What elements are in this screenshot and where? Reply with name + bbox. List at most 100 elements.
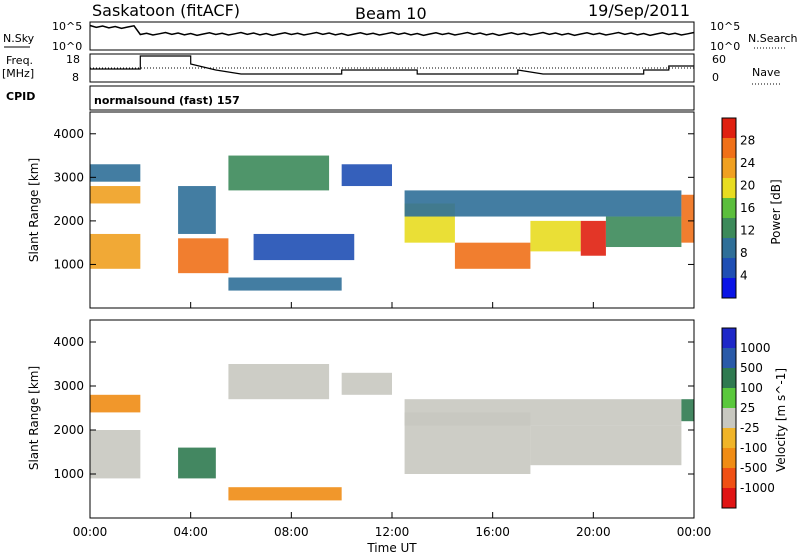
nsearch-tick-high: 10^5 bbox=[710, 20, 740, 33]
colorbar-tick-label: 8 bbox=[740, 246, 748, 260]
colorbar-segment bbox=[722, 258, 736, 278]
velocity-echo-region bbox=[228, 364, 330, 400]
freq-tick-low: 8 bbox=[72, 71, 79, 84]
power-echo-region bbox=[454, 242, 531, 269]
velocity-colorbar-label: Velocity [m s^-1] bbox=[774, 368, 788, 472]
nsky-tick-low: 10^0 bbox=[52, 40, 82, 53]
colorbar-segment bbox=[722, 468, 736, 488]
colorbar-segment bbox=[722, 138, 736, 158]
colorbar-tick-label: 100 bbox=[740, 381, 763, 395]
power-echo-region bbox=[228, 277, 342, 291]
colorbar-segment bbox=[722, 488, 736, 508]
colorbar-segment bbox=[722, 118, 736, 138]
beam-title: Beam 10 bbox=[355, 4, 427, 23]
axes-ticks: 1000 2000 3000 4000 1000 2000 3000 4000 00:00 04:… bbox=[53, 127, 711, 539]
colorbar-tick-label: -100 bbox=[740, 441, 767, 455]
y-tick-label: 2000 bbox=[53, 214, 84, 228]
x-tick-label: 20:00 bbox=[576, 525, 611, 539]
nsky-label: N.Sky bbox=[3, 32, 35, 45]
cpid-panel bbox=[89, 85, 695, 111]
colorbar-segment bbox=[722, 448, 736, 468]
colorbar-tick-label: -1000 bbox=[740, 481, 775, 495]
power-ylabel: Slant Range [km] bbox=[27, 158, 41, 262]
colorbar-tick-label: 16 bbox=[740, 201, 755, 215]
colorbar-segment bbox=[722, 218, 736, 238]
colorbar-segment bbox=[722, 408, 736, 428]
power-colorbar-label: Power [dB] bbox=[769, 179, 783, 244]
colorbar-segment bbox=[722, 428, 736, 448]
freq-unit-label: [MHz] bbox=[2, 67, 34, 80]
x-tick-label: 12:00 bbox=[375, 525, 410, 539]
power-echo-region bbox=[253, 233, 355, 261]
power-echo-region bbox=[605, 216, 682, 248]
power-echo-region bbox=[404, 190, 682, 217]
y-tick-label: 4000 bbox=[53, 335, 84, 349]
colorbar-tick-label: 500 bbox=[740, 361, 763, 375]
colorbar-segment bbox=[722, 368, 736, 388]
power-echo-region bbox=[341, 164, 392, 187]
colorbar-tick-label: -500 bbox=[740, 461, 767, 475]
nsky-series-line bbox=[89, 24, 695, 37]
power-echo-region bbox=[90, 164, 141, 182]
y-tick-label: 4000 bbox=[53, 127, 84, 141]
velocity-echo-region bbox=[178, 447, 216, 479]
date-title: 19/Sep/2011 bbox=[588, 1, 690, 20]
x-tick-label: 08:00 bbox=[274, 525, 309, 539]
velocity-ylabel: Slant Range [km] bbox=[27, 366, 41, 470]
colorbar-segment bbox=[722, 198, 736, 218]
velocity-colorbar: 1000 500 100 25 -25 -100 -500 -1000 bbox=[721, 327, 775, 509]
colorbar-tick-label: -25 bbox=[740, 421, 760, 435]
colorbar-segment bbox=[722, 278, 736, 298]
velocity-echo-region bbox=[90, 430, 141, 479]
y-tick-label: 3000 bbox=[53, 170, 84, 184]
velocity-echo-region bbox=[404, 399, 682, 426]
nsky-tick-high: 10^5 bbox=[52, 20, 82, 33]
colorbar-tick-label: 20 bbox=[740, 179, 755, 193]
power-echo-region bbox=[681, 194, 694, 243]
power-echo-region bbox=[178, 238, 229, 274]
velocity-echo-region bbox=[228, 487, 342, 501]
colorbar-segment bbox=[722, 238, 736, 258]
velocity-heatmap bbox=[90, 364, 694, 501]
nave-tick-low: 0 bbox=[712, 71, 719, 84]
y-tick-label: 1000 bbox=[53, 257, 84, 271]
power-echo-region bbox=[178, 186, 216, 234]
nsearch-label: N.Search bbox=[748, 32, 798, 45]
freq-series-line bbox=[90, 55, 694, 75]
power-heatmap bbox=[90, 155, 694, 291]
colorbar-segment bbox=[722, 388, 736, 408]
velocity-echo-region bbox=[530, 425, 682, 466]
freq-label: Freq. bbox=[6, 54, 33, 67]
colorbar-tick-label: 1000 bbox=[740, 341, 771, 355]
colorbar-tick-label: 12 bbox=[740, 224, 755, 238]
colorbar-segment bbox=[722, 158, 736, 178]
colorbar-frame bbox=[721, 327, 737, 509]
nave-tick-high: 60 bbox=[712, 53, 726, 66]
power-echo-region bbox=[580, 220, 606, 256]
colorbar-frame bbox=[721, 117, 737, 299]
nsearch-tick-low: 10^0 bbox=[710, 40, 740, 53]
station-title: Saskatoon (fitACF) bbox=[92, 1, 240, 20]
x-tick-label: 16:00 bbox=[475, 525, 510, 539]
nsky-panel bbox=[89, 21, 695, 51]
colorbar-segment bbox=[722, 178, 736, 198]
colorbar-segment bbox=[722, 348, 736, 368]
colorbar-tick-label: 25 bbox=[740, 401, 755, 415]
colorbar-tick-label: 24 bbox=[740, 156, 755, 170]
velocity-echo-region bbox=[341, 372, 392, 395]
cpid-text: normalsound (fast) 157 bbox=[94, 94, 240, 107]
x-tick-label: 00:00 bbox=[73, 525, 108, 539]
x-axis-label: Time UT bbox=[366, 541, 417, 554]
colorbar-segment bbox=[722, 328, 736, 348]
colorbar-tick-label: 4 bbox=[740, 269, 748, 283]
y-tick-label: 2000 bbox=[53, 423, 84, 437]
velocity-echo-region bbox=[90, 394, 141, 413]
y-tick-label: 1000 bbox=[53, 467, 84, 481]
freq-tick-high: 18 bbox=[66, 53, 80, 66]
cpid-label: CPID bbox=[6, 90, 35, 103]
velocity-echo-region bbox=[681, 399, 694, 422]
power-echo-region bbox=[90, 233, 141, 269]
power-echo-region bbox=[90, 186, 141, 204]
x-tick-label: 00:00 bbox=[677, 525, 712, 539]
power-echo-region bbox=[228, 155, 330, 191]
